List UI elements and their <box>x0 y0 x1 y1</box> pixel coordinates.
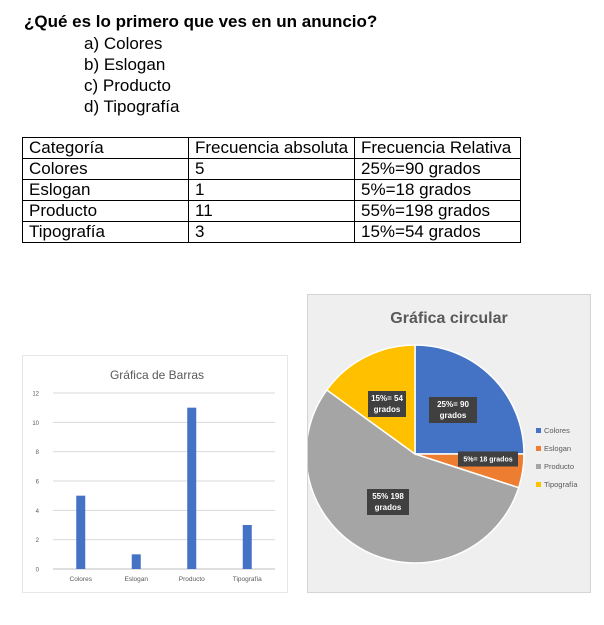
legend-label: Colores <box>544 426 570 435</box>
legend-label: Tipografía <box>544 480 578 489</box>
legend-swatch <box>536 482 541 487</box>
table-cell: Eslogan <box>22 179 189 201</box>
table-header-row: Categoría Frecuencia absoluta Frecuencia… <box>22 137 521 159</box>
table-row: Tipografía 3 15%=54 grados <box>22 221 521 243</box>
bar-chart-panel: Gráfica de Barras 0 2 4 6 8 10 12 Colores Esloga… <box>22 355 288 593</box>
legend-swatch <box>536 464 541 469</box>
legend-label: Eslogan <box>544 444 571 453</box>
pie-chart-title: Gráfica circular <box>390 310 507 327</box>
pie-data-label-box <box>429 397 477 423</box>
pie-data-label: grados <box>375 503 402 512</box>
bar <box>76 495 86 569</box>
table-cell: Colores <box>22 158 189 180</box>
question-title: ¿Qué es lo primero que ves en un anuncio… <box>24 12 378 31</box>
header-categoria: Categoría <box>22 137 189 159</box>
bar <box>131 554 141 569</box>
table-row: Colores 5 25%=90 grados <box>22 158 521 180</box>
pie-chart: Gráfica circular 25%= 90 grados 5%= 18 gra… <box>305 310 578 564</box>
table-cell: 55%=198 grados <box>354 200 521 222</box>
table-row: Producto 11 55%=198 grados <box>22 200 521 222</box>
table-cell: 15%=54 grados <box>354 221 521 243</box>
option-d: d) Tipografía <box>84 97 180 116</box>
table-cell: 1 <box>188 179 355 201</box>
y-tick-label: 10 <box>32 421 39 427</box>
pie-data-label: 55% 198 <box>372 492 404 501</box>
bar <box>187 407 197 569</box>
frequency-table: Categoría Frecuencia absoluta Frecuencia… <box>22 137 521 243</box>
table-cell: 5 <box>188 158 355 180</box>
bar <box>242 525 252 569</box>
option-b: b) Eslogan <box>84 55 166 74</box>
pie-data-label: grados <box>440 411 467 420</box>
table-cell: 5%=18 grados <box>354 179 521 201</box>
x-tick-label: Tipografía <box>233 576 262 583</box>
legend-swatch <box>536 428 541 433</box>
table-cell: Producto <box>22 200 189 222</box>
bar-chart-title: Gráfica de Barras <box>110 368 204 382</box>
x-tick-label: Colores <box>70 576 93 583</box>
legend-swatch <box>536 446 541 451</box>
pie-chart-panel: Gráfica circular 25%= 90 grados 5%= 18 gra… <box>305 294 591 593</box>
table-row: Eslogan 1 5%=18 grados <box>22 179 521 201</box>
y-tick-label: 0 <box>36 568 40 574</box>
x-tick-label: Producto <box>179 576 205 583</box>
y-tick-label: 6 <box>36 480 40 486</box>
header-frecuencia-absoluta: Frecuencia absoluta <box>188 137 355 159</box>
y-tick-label: 4 <box>36 509 40 515</box>
table-cell: 3 <box>188 221 355 243</box>
header-frecuencia-relativa: Frecuencia Relativa <box>354 137 521 159</box>
x-tick-label: Eslogan <box>125 576 149 583</box>
y-tick-label: 8 <box>36 450 40 456</box>
pie-data-label-box <box>368 391 406 417</box>
pie-data-label: 25%= 90 <box>437 400 469 409</box>
bar-chart: Gráfica de Barras 0 2 4 6 8 10 12 Colores Esloga… <box>32 368 275 583</box>
pie-data-label-box <box>458 451 518 467</box>
pie-data-label: 15%= 54 <box>371 394 403 403</box>
option-c: c) Producto <box>84 76 171 95</box>
table-cell: Tipografía <box>22 221 189 243</box>
pie-data-label: grados <box>374 405 401 414</box>
answer-options: a) Colores b) Eslogan c) Producto d) Tip… <box>84 33 179 117</box>
pie-data-label-box <box>367 489 409 515</box>
pie-data-label: 5%= 18 grados <box>463 457 512 464</box>
legend-label: Producto <box>544 462 574 471</box>
option-a: a) Colores <box>84 34 163 53</box>
pie-slice <box>305 388 520 564</box>
table-cell: 11 <box>188 200 355 222</box>
y-tick-label: 2 <box>36 538 40 544</box>
table-cell: 25%=90 grados <box>354 158 521 180</box>
y-tick-label: 12 <box>32 392 39 398</box>
